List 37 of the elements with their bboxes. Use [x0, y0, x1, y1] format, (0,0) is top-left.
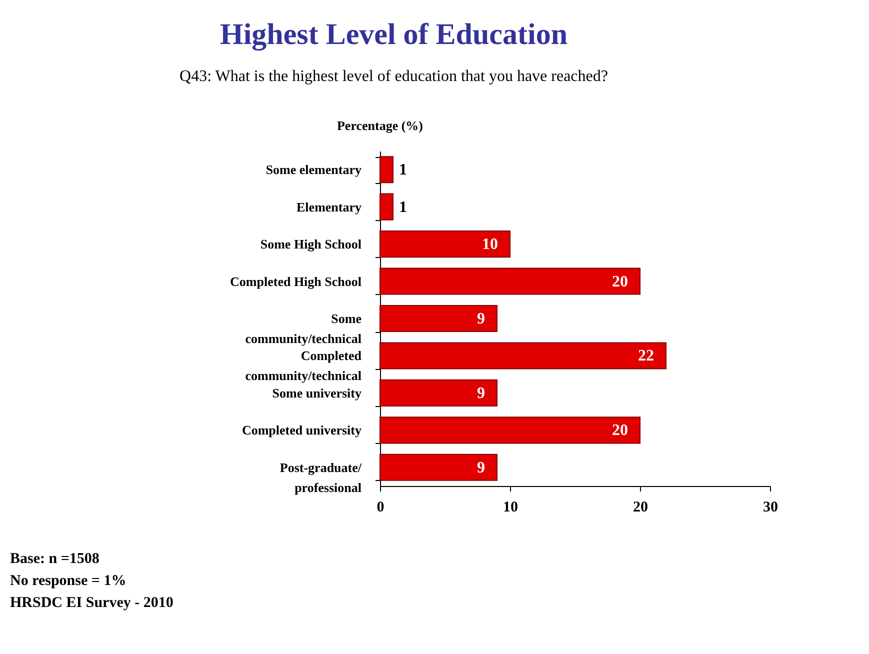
x-axis-title: Percentage (%) — [336, 118, 424, 133]
data-label: 9 — [477, 310, 485, 328]
y-tick-label: Some community/technical — [245, 311, 362, 346]
y-tick-label: Post-graduate/professional — [280, 460, 362, 495]
chart-subtitle: Q43: What is the highest level of education that you have reached? — [180, 68, 608, 85]
data-label: 10 — [482, 236, 498, 254]
x-tick-label: 0 — [376, 500, 384, 516]
data-label: 22 — [638, 348, 654, 365]
y-tick-label: Completed community/technical — [245, 348, 362, 384]
bar — [380, 268, 640, 295]
bar — [380, 304, 498, 332]
data-label: 9 — [477, 459, 485, 476]
bar — [380, 454, 498, 481]
data-label: 20 — [612, 422, 628, 440]
data-label: 20 — [612, 273, 628, 290]
bar — [380, 193, 394, 220]
y-tick-label: Some university — [272, 385, 362, 400]
bar — [380, 379, 498, 406]
chart-title: Highest Level of Education — [220, 18, 568, 51]
bar — [380, 230, 510, 258]
x-tick-label: 20 — [633, 500, 648, 516]
y-tick-label: Some elementary — [266, 162, 362, 178]
text: No response = 1% — [10, 573, 126, 589]
bar — [380, 156, 394, 184]
data-label: 9 — [477, 384, 485, 402]
bar — [380, 342, 666, 370]
text: HRSDC EI Survey - 2010 — [10, 595, 174, 611]
text: Base: n =1508 — [10, 551, 100, 567]
data-label: 1 — [399, 198, 407, 216]
x-tick-label: 30 — [763, 500, 778, 516]
x-tick-label: 10 — [503, 500, 518, 516]
bar — [380, 416, 640, 444]
data-label: 1 — [399, 162, 407, 179]
y-tick-label: Completed university — [242, 422, 362, 438]
y-tick-label: Completed High School — [230, 274, 362, 289]
y-tick-label: Elementary — [296, 199, 362, 214]
y-tick-label: Some High School — [260, 236, 362, 252]
